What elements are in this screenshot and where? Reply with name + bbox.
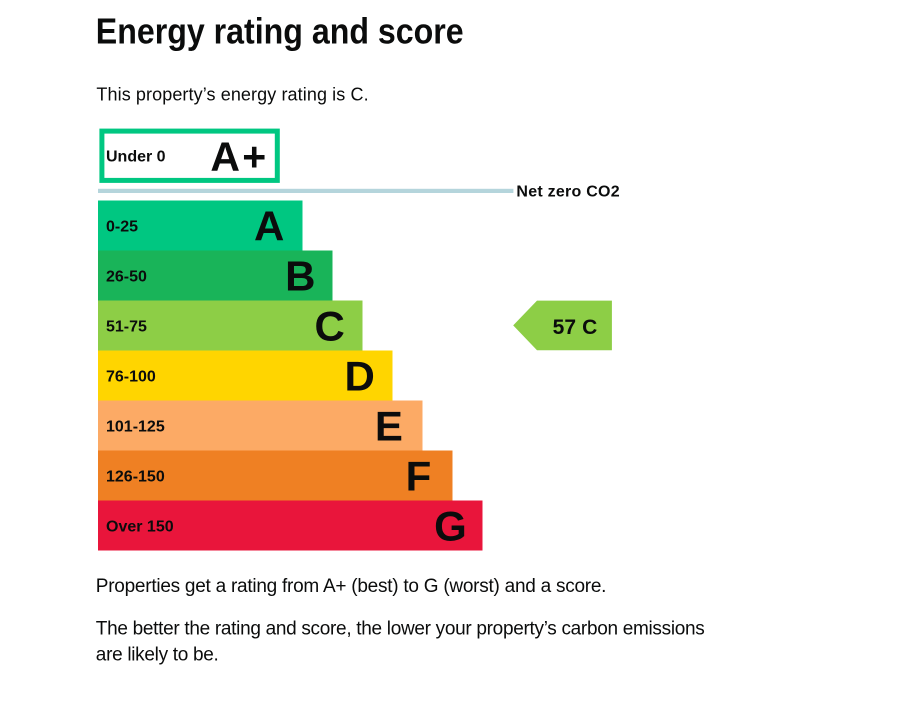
svg-text:Over 150: Over 150 <box>106 518 174 535</box>
svg-text:76-100: 76-100 <box>106 368 156 385</box>
svg-text:0-25: 0-25 <box>106 218 138 235</box>
svg-text:B: B <box>285 252 315 299</box>
svg-text:Energy rating and score: Energy rating and score <box>96 12 464 52</box>
svg-text:E: E <box>375 402 403 449</box>
svg-text:G: G <box>434 502 467 549</box>
svg-text:51-75: 51-75 <box>106 318 147 335</box>
svg-text:This property’s energy rating: This property’s energy rating is C. <box>96 84 368 104</box>
svg-text:D: D <box>345 352 375 399</box>
svg-text:F: F <box>406 452 432 499</box>
svg-text:57 C: 57 C <box>553 316 598 339</box>
svg-text:are likely to be.: are likely to be. <box>96 644 219 665</box>
svg-text:Net zero CO2: Net zero CO2 <box>516 184 619 201</box>
svg-text:126-150: 126-150 <box>106 468 165 485</box>
svg-text:Under 0: Under 0 <box>106 149 166 166</box>
svg-text:A+: A+ <box>210 134 268 180</box>
svg-text:Properties get a rating from A: Properties get a rating from A+ (best) t… <box>96 576 606 597</box>
svg-text:26-50: 26-50 <box>106 268 147 285</box>
svg-text:The better the rating and scor: The better the rating and score, the low… <box>96 619 705 640</box>
svg-text:101-125: 101-125 <box>106 418 165 435</box>
svg-text:A: A <box>254 202 284 249</box>
svg-text:C: C <box>315 302 345 349</box>
